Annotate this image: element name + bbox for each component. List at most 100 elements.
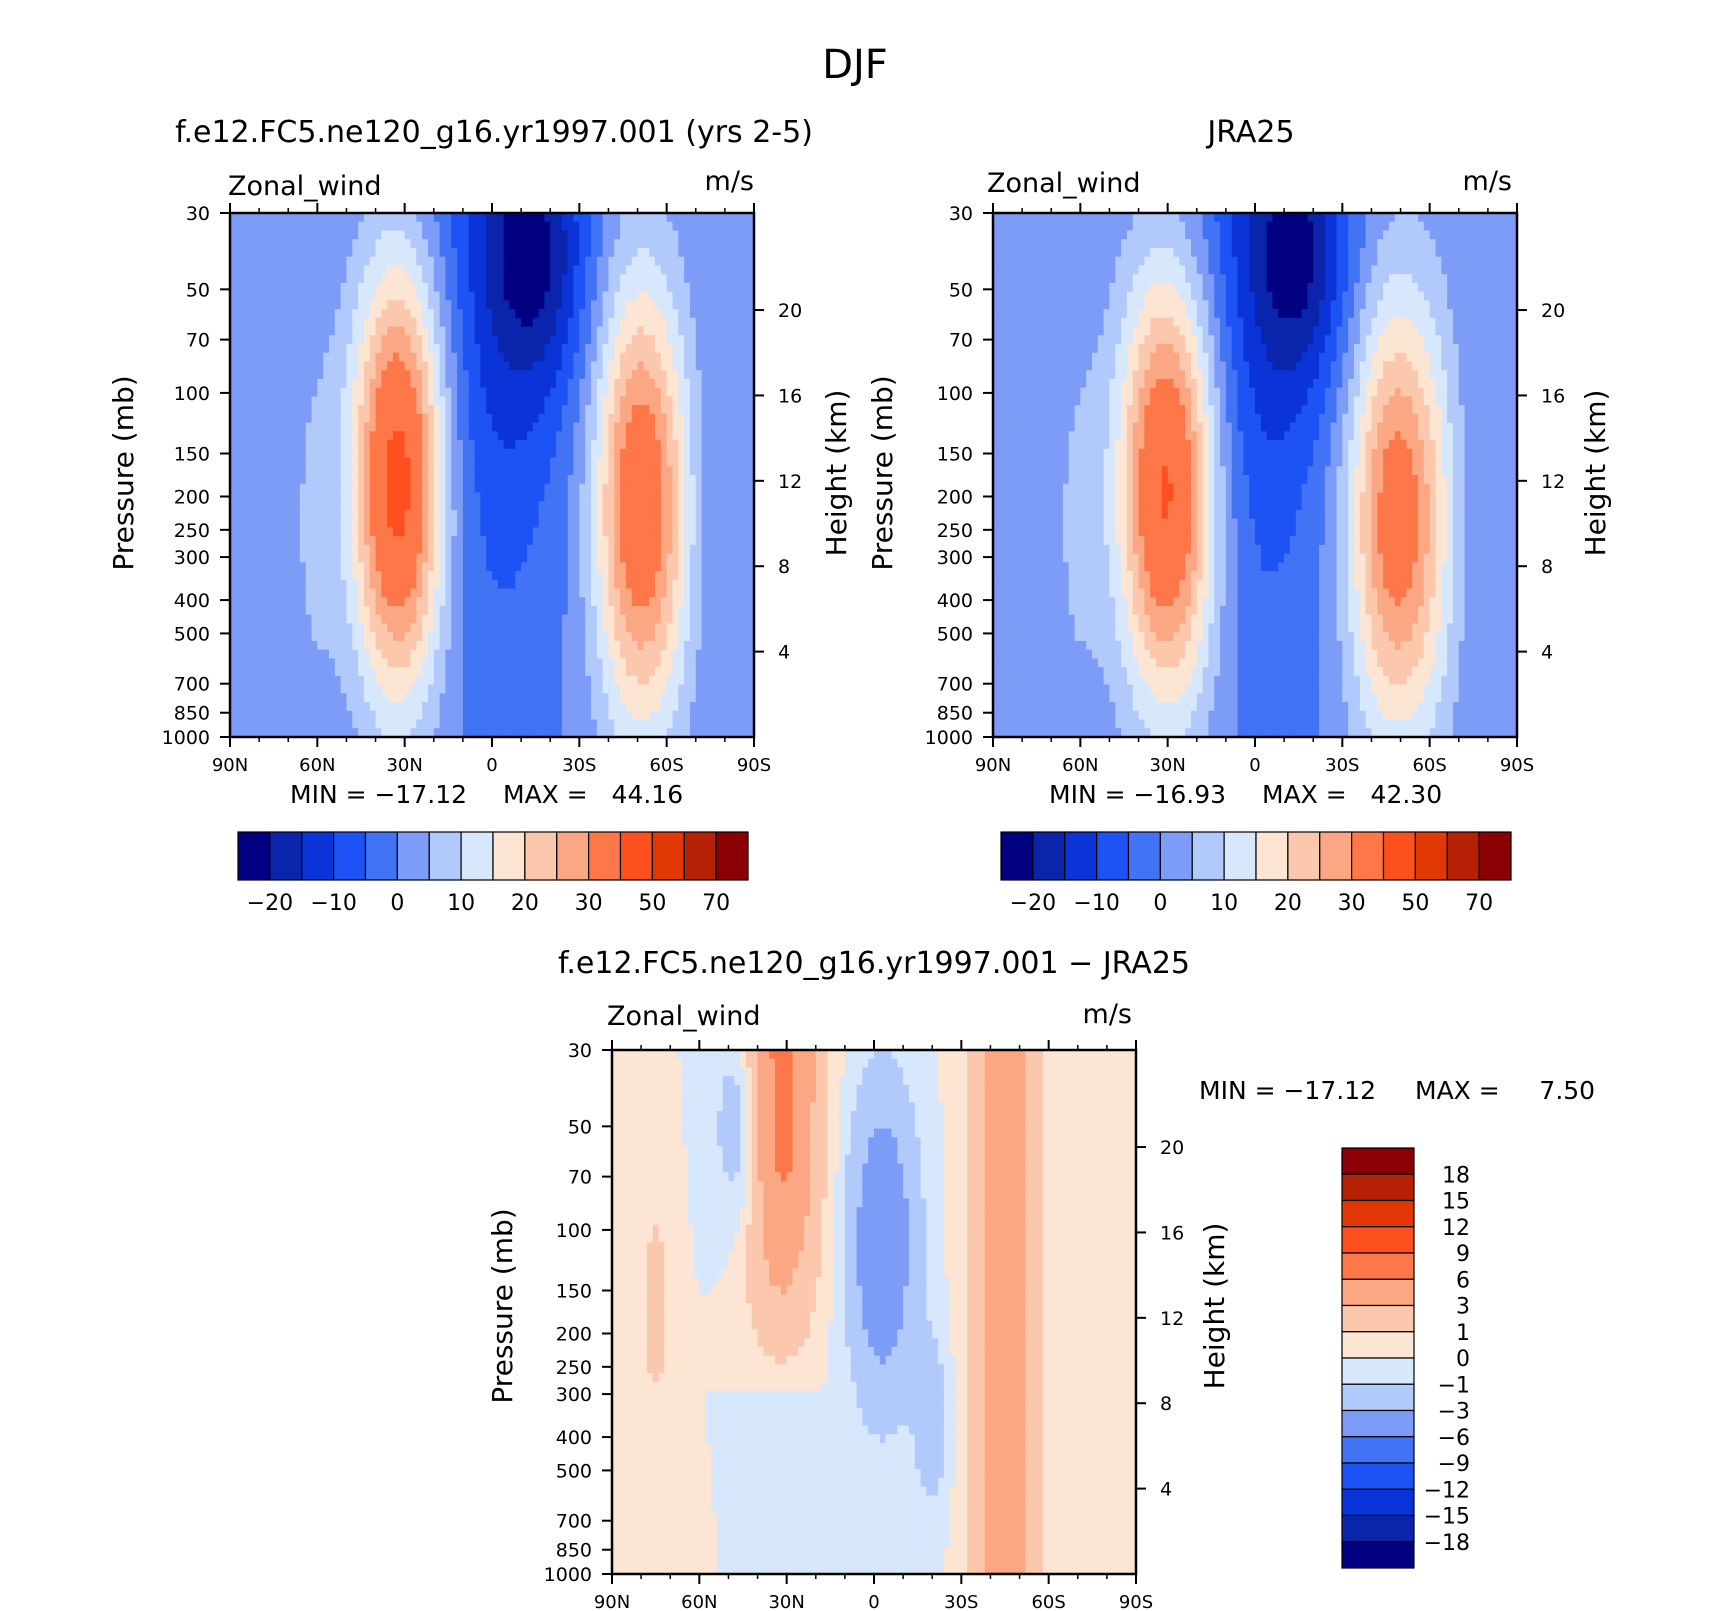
model-cell xyxy=(451,309,458,319)
model-cell xyxy=(643,213,650,223)
model-cell xyxy=(369,317,377,328)
model-cell xyxy=(695,431,703,441)
model-cell xyxy=(695,658,703,668)
model-cell xyxy=(719,527,726,537)
model-cell xyxy=(608,413,615,424)
model-cell xyxy=(480,588,487,598)
model-cell xyxy=(445,291,452,301)
model-cell xyxy=(526,623,534,633)
model-cell xyxy=(666,579,674,590)
model-cell xyxy=(532,614,540,625)
model-cell xyxy=(288,693,295,703)
model-cell xyxy=(608,274,615,284)
model-cell xyxy=(492,282,499,293)
model-cell xyxy=(439,247,447,258)
model-cell xyxy=(684,509,691,520)
model-cell xyxy=(492,274,499,284)
model-cell xyxy=(253,239,260,249)
model-cell xyxy=(649,614,656,625)
model-cell xyxy=(701,684,709,694)
model-cell xyxy=(526,632,534,642)
model-cell xyxy=(398,300,406,310)
model-cell xyxy=(556,326,563,336)
model-cell xyxy=(643,291,650,301)
model-cell xyxy=(468,422,476,432)
model-cell xyxy=(596,501,604,511)
model-cell xyxy=(445,282,452,293)
model-cell xyxy=(561,640,569,651)
model-cell xyxy=(561,536,569,546)
model-cell xyxy=(631,440,639,450)
model-cell xyxy=(294,658,301,668)
model-cell xyxy=(311,274,318,284)
model-cell xyxy=(620,239,627,249)
model-cell xyxy=(328,536,336,546)
model-cell xyxy=(719,475,726,485)
model-cell xyxy=(445,344,452,354)
model-cell xyxy=(462,658,470,668)
model-cell xyxy=(701,640,709,651)
model-cell xyxy=(590,326,598,336)
model-cell xyxy=(416,579,423,590)
model-cell xyxy=(317,588,324,598)
model-cell xyxy=(398,405,406,415)
model-cell xyxy=(451,274,458,284)
model-cell xyxy=(276,448,283,459)
model-cell xyxy=(701,501,709,511)
model-cell xyxy=(439,675,447,686)
model-cell xyxy=(288,606,295,616)
model-cell xyxy=(509,361,516,371)
model-cell xyxy=(567,440,575,450)
model-cell xyxy=(573,684,580,694)
model-cell xyxy=(689,344,697,354)
model-cell xyxy=(486,335,493,345)
model-cell xyxy=(422,536,429,546)
model-cell xyxy=(596,370,604,380)
model-cell xyxy=(259,431,266,441)
model-cell xyxy=(521,483,528,494)
model-cell xyxy=(398,431,406,441)
model-cell xyxy=(393,649,400,659)
model-cell xyxy=(457,265,464,275)
model-cell xyxy=(643,536,650,546)
model-cell xyxy=(393,256,400,266)
model-cell xyxy=(288,431,295,441)
model-cell xyxy=(538,571,545,581)
model-cell xyxy=(730,509,738,520)
model-cell xyxy=(480,396,487,406)
model-cell xyxy=(538,335,545,345)
model-cell xyxy=(416,597,423,607)
model-cell xyxy=(503,675,511,686)
model-cell xyxy=(328,553,336,563)
model-cell xyxy=(387,448,394,459)
model-cell xyxy=(649,562,656,572)
model-cell xyxy=(230,606,237,616)
model-cell xyxy=(724,509,732,520)
model-cell xyxy=(480,544,487,555)
model-cell xyxy=(468,431,476,441)
model-cell xyxy=(655,544,662,555)
model-cell xyxy=(719,553,726,563)
model-cell xyxy=(334,597,342,607)
model-cell xyxy=(358,378,365,389)
model-cell xyxy=(602,658,610,668)
model-cell xyxy=(363,335,371,345)
model-cell xyxy=(521,562,528,572)
model-cell xyxy=(509,649,516,659)
model-cell xyxy=(655,300,662,310)
model-cell xyxy=(724,658,732,668)
model-cell xyxy=(678,544,685,555)
model-cell xyxy=(748,658,754,668)
model-cell xyxy=(305,457,313,467)
model-cell xyxy=(276,658,283,668)
model-cell xyxy=(363,405,371,415)
model-cell xyxy=(561,378,569,389)
model-cell xyxy=(724,361,732,371)
model-cell xyxy=(247,562,254,572)
model-cell xyxy=(375,509,382,520)
model-cell xyxy=(719,282,726,293)
model-cell xyxy=(678,632,685,642)
model-cell xyxy=(614,649,621,659)
model-cell xyxy=(294,457,301,467)
model-cell xyxy=(730,378,738,389)
